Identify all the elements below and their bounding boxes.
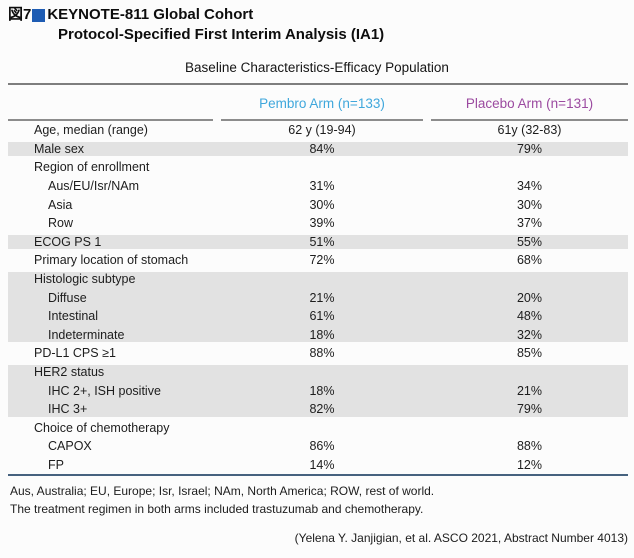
row-label: HER2 status — [34, 365, 105, 380]
row-label: Histologic subtype — [34, 272, 136, 287]
table-row: CAPOX 86% 88% — [8, 437, 628, 456]
citation: (Yelena Y. Janjigian, et al. ASCO 2021, … — [294, 531, 628, 545]
pembro-value: 62 y (19-94) — [288, 123, 356, 138]
table-row: IHC 3+ 82% 79% — [8, 399, 628, 419]
table-row: Aus/EU/Isr/NAm 31% 34% — [8, 177, 628, 196]
placebo-value: 88% — [516, 439, 543, 454]
placebo-value: 55% — [516, 234, 543, 249]
placebo-value: 20% — [516, 290, 543, 305]
table-row: Indeterminate 18% 32% — [8, 325, 628, 345]
pembro-value: 30% — [309, 197, 335, 212]
table-row: Intestinal 61% 48% — [8, 306, 628, 326]
row-label: PD-L1 CPS ≥1 — [34, 346, 116, 361]
pembro-value: 39% — [309, 216, 335, 231]
table-row: FP 14% 12% — [8, 456, 628, 475]
column-gap — [213, 85, 221, 121]
pembro-value: 31% — [309, 179, 335, 194]
placebo-value: 34% — [516, 179, 543, 194]
table-row: Histologic subtype — [8, 269, 628, 289]
pembro-value: 88% — [309, 346, 335, 361]
table-row: Choice of chemotherapy — [8, 419, 628, 438]
column-header-placebo: Placebo Arm (n=131) — [431, 85, 628, 121]
table-row: IHC 2+, ISH positive 18% 21% — [8, 381, 628, 400]
placebo-value: 79% — [516, 141, 543, 156]
placebo-value: 85% — [516, 346, 543, 361]
row-label: ECOG PS 1 — [34, 234, 102, 249]
pembro-value: 72% — [309, 253, 335, 268]
figure-title-line1: 図7 KEYNOTE-811 Global Cohort — [8, 5, 384, 25]
placebo-value: 48% — [516, 309, 543, 324]
row-label: Row — [48, 216, 74, 231]
placebo-value: 32% — [516, 327, 543, 342]
footnotes: Aus, Australia; EU, Europe; Isr, Israel;… — [10, 483, 434, 518]
row-label: Indeterminate — [48, 327, 125, 342]
column-header-empty — [8, 85, 213, 121]
row-label: Diffuse — [48, 290, 87, 305]
row-label: Choice of chemotherapy — [34, 420, 170, 435]
row-label: Region of enrollment — [34, 160, 150, 175]
row-label: Age, median (range) — [34, 123, 148, 138]
pembro-value: 14% — [309, 457, 335, 472]
figure-number-label: 図7 — [8, 6, 32, 23]
row-label: Aus/EU/Isr/NAm — [48, 179, 139, 194]
table-row: Male sex 84% 79% — [8, 139, 628, 159]
placebo-value: 21% — [516, 383, 543, 398]
row-label: IHC 3+ — [48, 402, 88, 417]
table-row: Diffuse 21% 20% — [8, 288, 628, 307]
pembro-value: 51% — [309, 234, 335, 249]
pembro-value: 61% — [309, 309, 335, 324]
row-label: FP — [48, 457, 64, 472]
footnote-treatment: The treatment regimen in both arms inclu… — [10, 501, 424, 516]
placebo-value: 79% — [516, 402, 543, 417]
row-label: Primary location of stomach — [34, 253, 189, 268]
table-title: Baseline Characteristics-Efficacy Popula… — [185, 60, 449, 75]
blue-square-marker — [32, 8, 46, 22]
placebo-value: 61y (32-83) — [497, 123, 562, 138]
table-body: Age, median (range) 62 y (19-94) 61y (32… — [8, 121, 628, 474]
table-row: Row 39% 37% — [8, 214, 628, 233]
placebo-value: 68% — [516, 253, 543, 268]
pembro-value: 18% — [309, 327, 335, 342]
pembro-value: 86% — [309, 439, 335, 454]
table-row: Region of enrollment — [8, 158, 628, 177]
pembro-value: 84% — [309, 141, 335, 156]
row-label: IHC 2+, ISH positive — [48, 383, 161, 398]
baseline-characteristics-table: Pembro Arm (n=133) Placebo Arm (n=131) A… — [8, 83, 628, 477]
pembro-value: 82% — [309, 402, 335, 417]
table-bottom-rule — [8, 474, 628, 477]
placebo-value: 12% — [516, 457, 543, 472]
table-header-row: Pembro Arm (n=133) Placebo Arm (n=131) — [8, 85, 628, 121]
table-row: PD-L1 CPS ≥1 88% 85% — [8, 344, 628, 363]
column-gap — [423, 85, 431, 121]
row-label: Male sex — [34, 141, 85, 156]
table-row: Asia 30% 30% — [8, 195, 628, 214]
figure-title-line2: Protocol-Specified First Interim Analysi… — [58, 26, 385, 43]
row-label: Asia — [48, 197, 73, 212]
footnote-abbreviations: Aus, Australia; EU, Europe; Isr, Israel;… — [10, 484, 435, 498]
row-label: Intestinal — [48, 309, 99, 324]
pembro-value: 18% — [309, 383, 335, 398]
placebo-value: 37% — [516, 216, 543, 231]
row-label: CAPOX — [48, 439, 92, 454]
table-row: ECOG PS 1 51% 55% — [8, 232, 628, 252]
pembro-value: 21% — [309, 290, 335, 305]
placebo-value: 30% — [516, 197, 543, 212]
study-title: KEYNOTE-811 Global Cohort — [47, 6, 254, 23]
column-header-pembro: Pembro Arm (n=133) — [221, 85, 423, 121]
table-row: Primary location of stomach 72% 68% — [8, 251, 628, 270]
table-row: Age, median (range) 62 y (19-94) 61y (32… — [8, 121, 628, 140]
figure-title-block: 図7 KEYNOTE-811 Global Cohort Protocol-Sp… — [8, 5, 384, 45]
table-row: HER2 status — [8, 362, 628, 382]
